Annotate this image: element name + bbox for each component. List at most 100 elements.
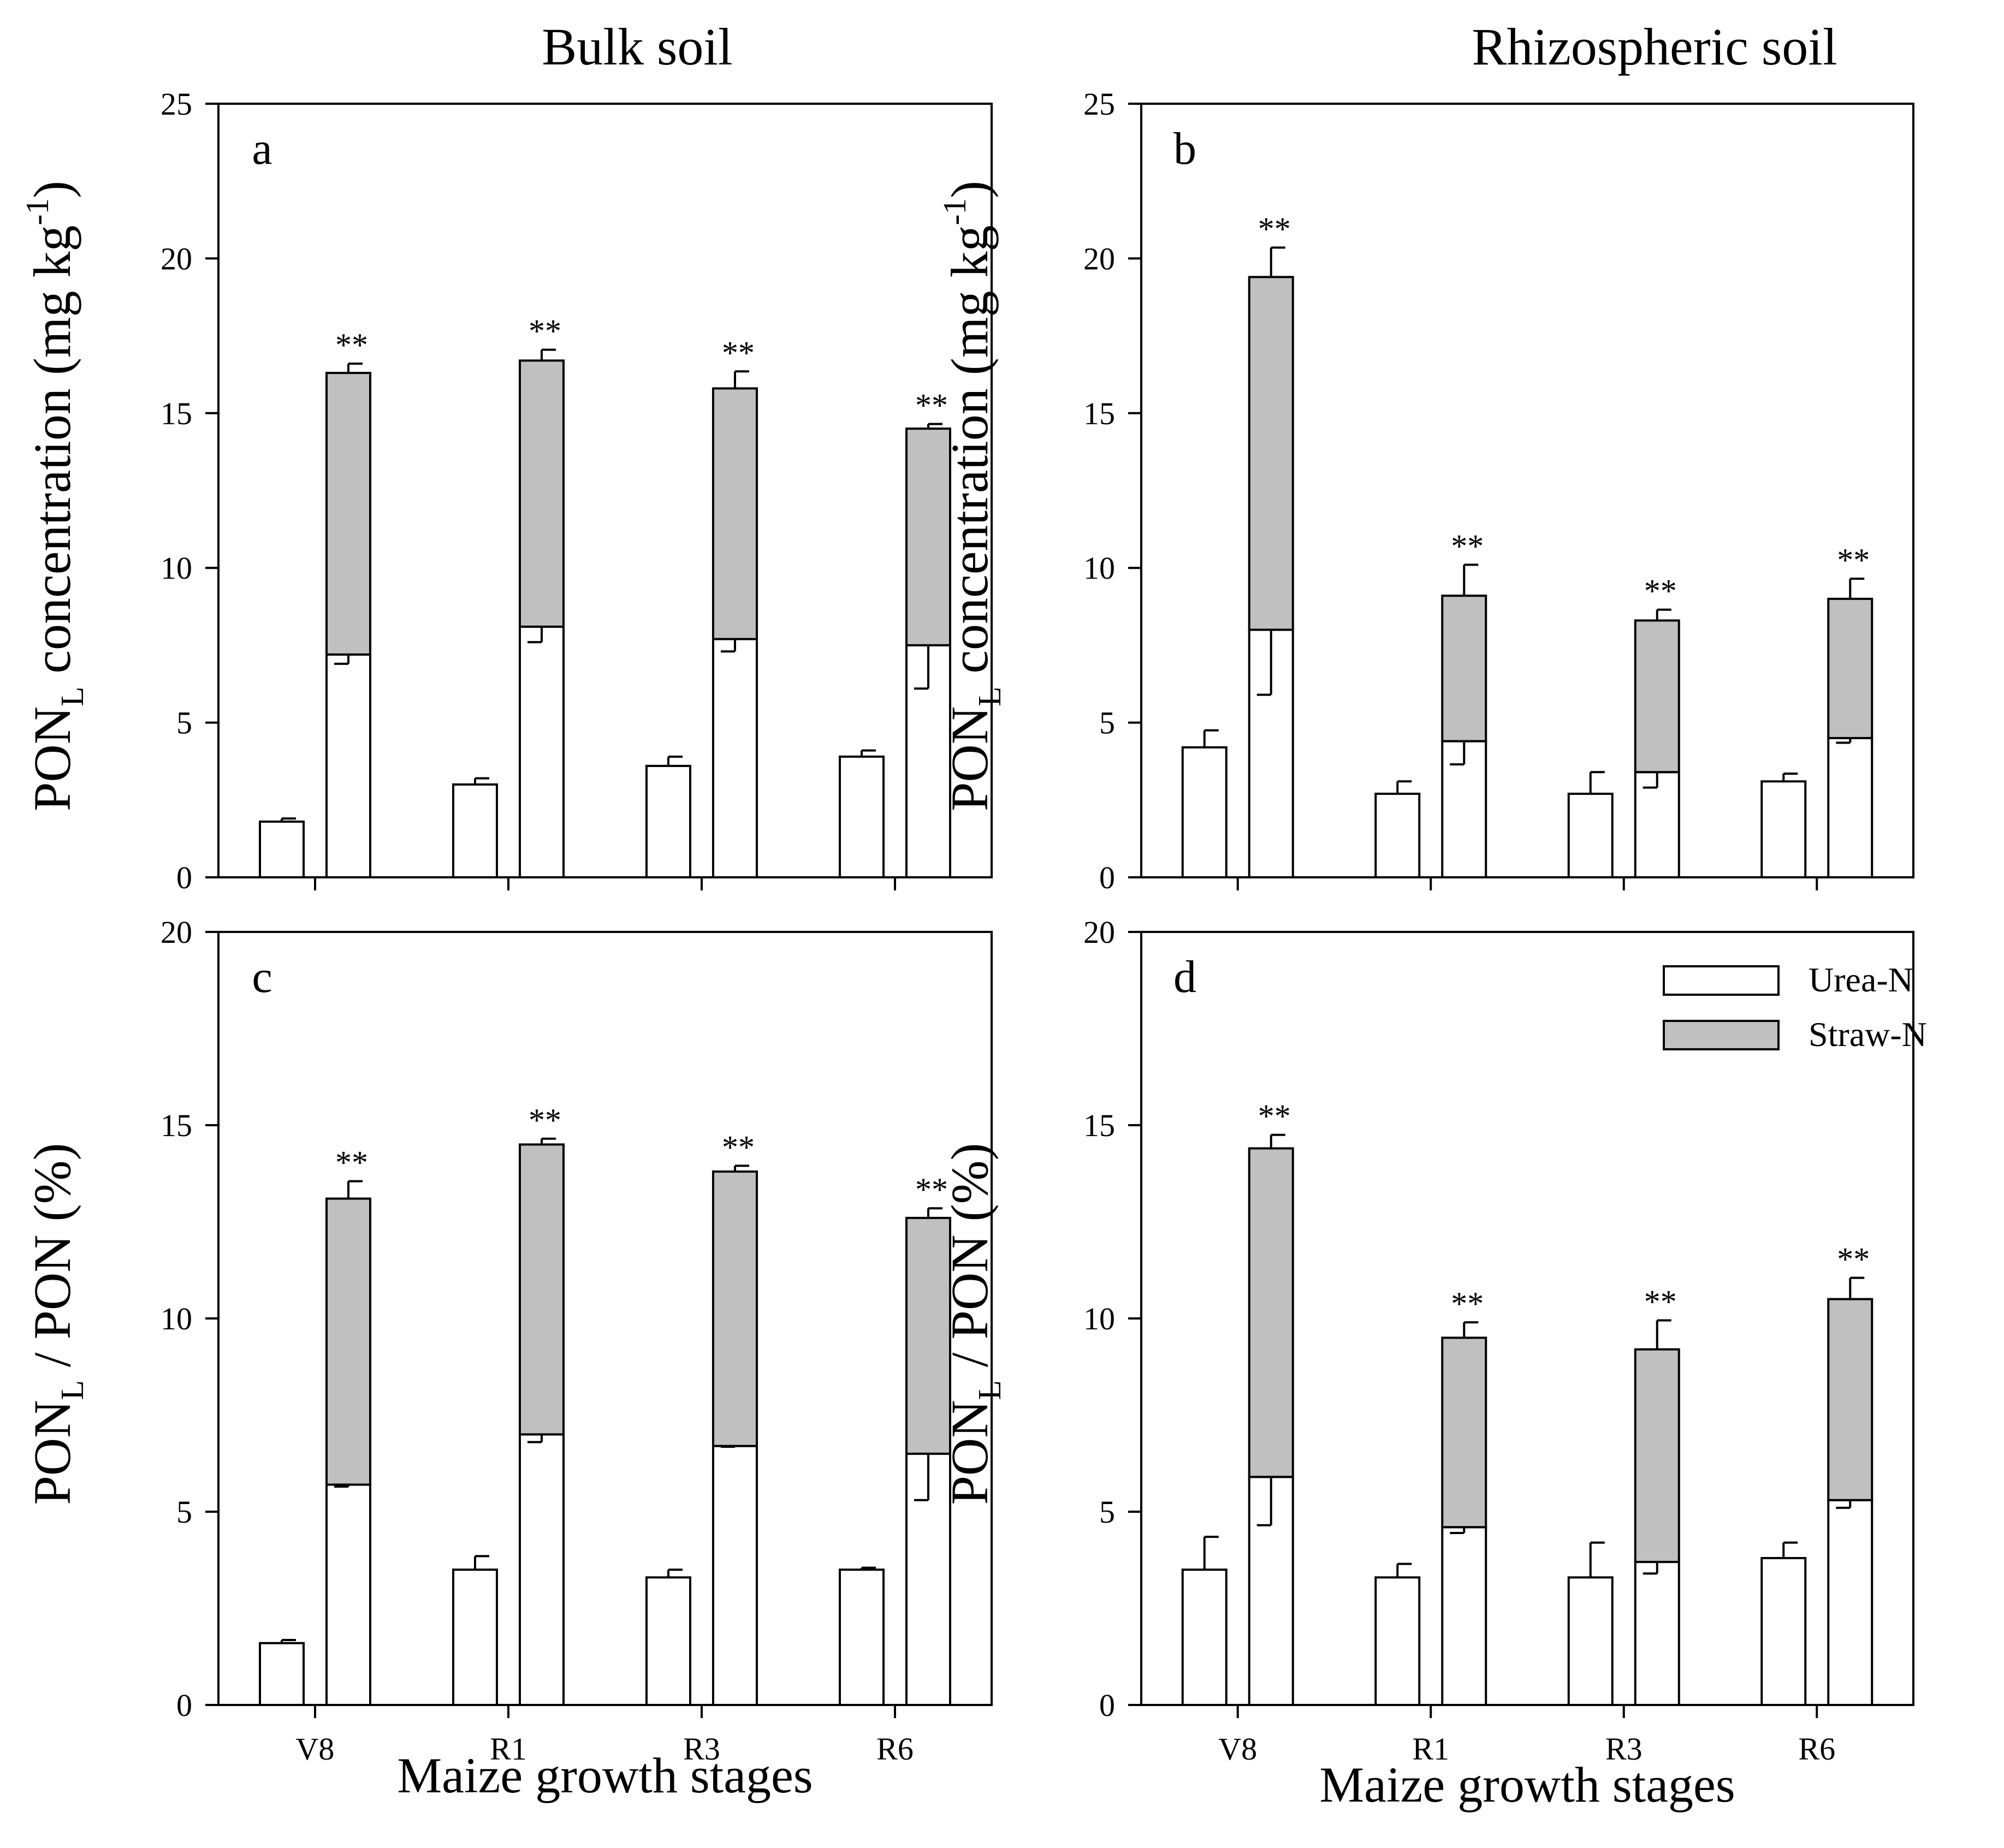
y-axis-label-part: -1 — [936, 198, 973, 225]
y-tick-label: 15 — [1083, 396, 1115, 431]
bar-straw-stacked — [1248, 1147, 1294, 1478]
bar-urea-stacked — [325, 1483, 371, 1706]
y-tick-label: 10 — [161, 550, 192, 586]
significance-mark: ** — [722, 1129, 755, 1165]
bar-straw-stacked — [519, 1143, 565, 1436]
x-tick-label: R6 — [1798, 1731, 1835, 1767]
bar-urea-stacked — [712, 638, 758, 878]
bar-urea-single — [1760, 780, 1807, 878]
bar-urea-stacked — [1827, 1499, 1873, 1706]
bar-urea-single — [259, 820, 305, 878]
panel-b: 0 5 10 15 20 25 b ** ** ** ** PONL concentration (m… — [936, 86, 1914, 895]
bar-urea-single — [1374, 792, 1421, 878]
y-axis-label-part: PON — [940, 706, 999, 811]
y-axis-label-part: concentration (mg kg — [940, 225, 999, 687]
legend: Urea-N Straw-N — [1663, 960, 1927, 1054]
bar-straw-stacked — [1827, 597, 1873, 739]
x-tick-label: R6 — [876, 1731, 914, 1767]
bar-urea-single — [645, 1576, 691, 1707]
y-tick-label: 15 — [161, 396, 192, 431]
y-tick-label: 0 — [1099, 860, 1115, 895]
y-tick-label: 20 — [161, 241, 192, 276]
significance-mark: ** — [1837, 1241, 1870, 1277]
x-axis-label: Maize growth stages — [1319, 1757, 1735, 1813]
bar-urea-single — [839, 1568, 885, 1706]
y-axis-label-part: / PON (%) — [940, 1143, 999, 1380]
bar-urea-stacked — [519, 1433, 565, 1706]
bar-urea-stacked — [1634, 1561, 1680, 1707]
y-tick-label: 15 — [161, 1108, 192, 1143]
bar-straw-stacked — [1827, 1298, 1873, 1501]
significance-mark: ** — [1451, 528, 1484, 564]
panel-c: 0 5 10 15 20 c V8 ** R1 ** R3 ** R6 ** PONL / PON (%) M… — [23, 914, 993, 1803]
bar-straw-stacked — [905, 1216, 951, 1455]
bar-urea-stacked — [1248, 1476, 1294, 1707]
bar-straw-stacked — [1248, 276, 1294, 631]
significance-mark: ** — [335, 327, 368, 363]
bar-urea-stacked — [325, 653, 371, 879]
y-axis-label: PONL / PON (%) — [23, 1143, 90, 1505]
significance-mark: ** — [1837, 542, 1870, 578]
bar-urea-single — [452, 1568, 498, 1706]
column-title-rhizo: Rhizospheric soil — [1472, 17, 1837, 76]
y-tick-label: 15 — [1083, 1108, 1115, 1143]
y-axis-label-part: / PON (%) — [23, 1143, 81, 1380]
significance-mark: ** — [1451, 1286, 1484, 1322]
y-tick-label: 10 — [1083, 1301, 1115, 1336]
bar-urea-stacked — [1634, 771, 1680, 878]
x-tick-label: R1 — [490, 1731, 527, 1767]
bar-straw-stacked — [1634, 1348, 1680, 1564]
bar-urea-stacked — [712, 1445, 758, 1706]
y-tick-label: 10 — [1083, 550, 1115, 586]
bar-urea-single — [259, 1642, 305, 1706]
panel-letter: d — [1173, 952, 1196, 1002]
significance-mark: ** — [1258, 211, 1291, 247]
bar-straw-stacked — [1441, 1336, 1487, 1529]
y-axis-label-part: L — [54, 687, 90, 706]
y-axis-label: PONL concentration (mg kg-1) — [936, 181, 1007, 811]
bar-urea-single — [1181, 1568, 1228, 1706]
bar-straw-stacked — [712, 1170, 758, 1447]
y-axis-label: PONL concentration (mg kg-1) — [19, 181, 90, 811]
y-axis-label-part: L — [54, 1380, 90, 1400]
bar-urea-single — [645, 764, 691, 879]
y-axis-label-part: ) — [940, 181, 999, 198]
legend-swatch — [1663, 965, 1780, 996]
y-axis-label-part: concentration (mg kg — [23, 225, 81, 687]
bar-urea-single — [1567, 1576, 1614, 1707]
y-axis-label: PONL / PON (%) — [940, 1143, 1007, 1505]
significance-mark: ** — [1258, 1098, 1291, 1134]
y-tick-label: 20 — [1083, 241, 1115, 276]
x-tick-label: R3 — [683, 1731, 720, 1767]
significance-mark: ** — [529, 1102, 561, 1138]
bar-urea-single — [1374, 1576, 1421, 1707]
bar-urea-stacked — [1441, 1526, 1487, 1707]
plot-frame — [1140, 103, 1914, 878]
significance-mark: ** — [915, 1172, 948, 1208]
y-axis-label-part: L — [971, 687, 1007, 706]
y-tick-label: 5 — [176, 1494, 192, 1530]
bar-straw-stacked — [325, 372, 371, 656]
y-tick-label: 20 — [1083, 914, 1115, 950]
y-tick-label: 25 — [161, 86, 192, 122]
y-axis-label-part: -1 — [19, 198, 55, 225]
y-axis-label-part: ) — [23, 181, 81, 198]
legend-label: Urea-N — [1809, 960, 1913, 999]
y-tick-label: 5 — [1099, 705, 1115, 741]
y-tick-label: 0 — [176, 860, 192, 895]
bar-urea-single — [452, 783, 498, 878]
bar-urea-stacked — [519, 625, 565, 878]
column-title-bulk: Bulk soil — [542, 17, 732, 76]
x-axis-label: Maize growth stages — [397, 1748, 813, 1803]
significance-mark: ** — [1644, 1284, 1677, 1320]
x-tick-label: R1 — [1412, 1731, 1449, 1767]
y-tick-label: 5 — [176, 705, 192, 741]
bar-straw-stacked — [1634, 619, 1680, 774]
bar-urea-stacked — [1827, 736, 1873, 878]
y-tick-label: 0 — [1099, 1687, 1115, 1723]
x-tick-label: V8 — [296, 1731, 335, 1767]
legend-swatch — [1663, 1020, 1780, 1050]
bar-urea-single — [1181, 746, 1228, 878]
